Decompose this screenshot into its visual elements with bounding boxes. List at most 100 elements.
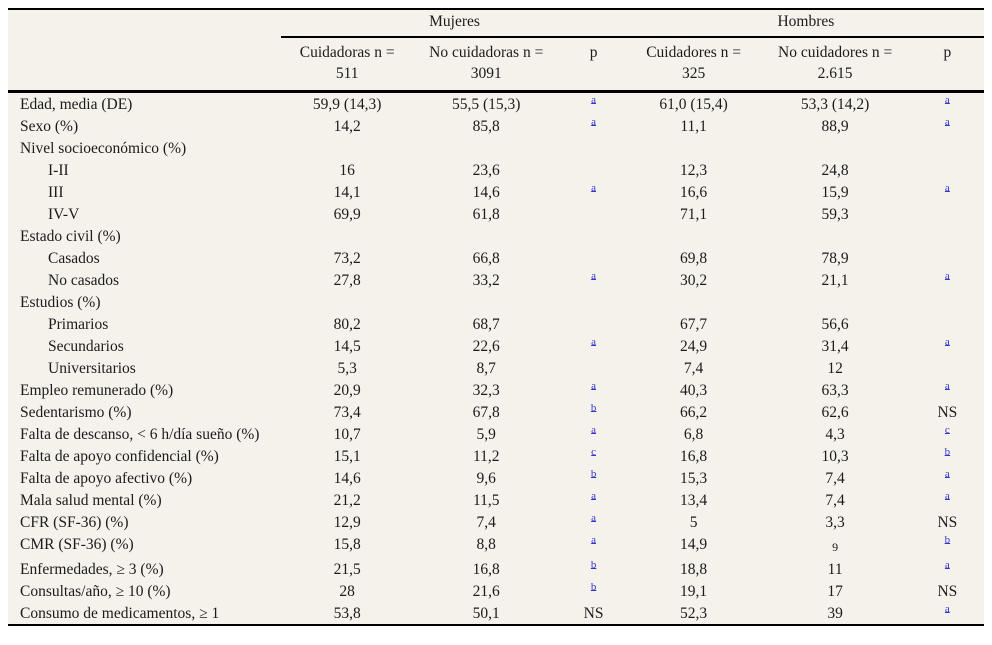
row-label: Nivel socioeconómico (%): [20, 139, 187, 157]
value-cell: 16: [339, 161, 355, 179]
row-label: Secundarios: [48, 337, 124, 355]
row-label: Primarios: [48, 315, 109, 333]
footnote-link-a[interactable]: a: [944, 181, 950, 194]
row-label: Consumo de medicamentos, ≥ 1: [20, 604, 220, 622]
value-cell: 52,3: [680, 604, 708, 622]
p-value-cell: [911, 247, 984, 269]
footnote-link-a[interactable]: a: [591, 489, 597, 502]
p-value-cell: [911, 291, 984, 313]
p-value-cell: a: [911, 602, 984, 625]
value-cell: 67,7: [680, 315, 708, 333]
column-header-label: No cuidadoras n =: [429, 44, 544, 61]
footnote-link-a[interactable]: a: [944, 93, 950, 106]
table-row: Enfermedades, ≥ 3 (%) 21,5 16,8 b 18,8 11 a: [8, 558, 984, 580]
table-row: I-II 16 23,6 12,3 24,8: [8, 159, 984, 181]
value-cell: 53,8: [333, 604, 361, 622]
row-label: Consultas/año, ≥ 10 (%): [20, 582, 171, 600]
p-value-cell: a: [559, 269, 627, 291]
p-value-cell: b: [911, 445, 984, 467]
column-header-cuidadoras: Cuidadoras n = 511: [281, 37, 414, 93]
table-row: Estudios (%): [8, 291, 984, 313]
footnote-link-b[interactable]: b: [590, 401, 597, 414]
table-row: Consultas/año, ≥ 10 (%) 28 21,6 b 19,1 17 NS: [8, 580, 984, 602]
footnote-link-b[interactable]: b: [944, 445, 951, 458]
column-header-cuidadores: Cuidadores n = 325: [627, 37, 760, 93]
table-row: IV-V 69,9 61,8 71,1 59,3: [8, 203, 984, 225]
footnote-link-a[interactable]: a: [944, 335, 950, 348]
p-value-cell: a: [559, 533, 627, 558]
footnote-link-a[interactable]: a: [944, 269, 950, 282]
value-cell: 14,9: [680, 535, 708, 553]
value-cell: 12,9: [333, 513, 361, 531]
column-header-n: 325: [681, 65, 706, 82]
column-header-p-hombres: p: [910, 37, 984, 93]
footnote-link-a[interactable]: a: [944, 467, 950, 480]
p-value-cell: a: [911, 92, 984, 116]
value-cell: [628, 137, 760, 159]
footnote-link-a[interactable]: a: [591, 269, 597, 282]
p-value-cell: a: [559, 423, 627, 445]
value-cell: [759, 137, 910, 159]
value-cell: 7,4: [825, 469, 845, 487]
table-row: Primarios 80,2 68,7 67,7 56,6: [8, 313, 984, 335]
value-cell: 71,1: [680, 205, 708, 223]
p-value-cell: c: [559, 445, 627, 467]
footnote-link-a[interactable]: a: [944, 602, 950, 615]
p-value-cell: a: [559, 379, 627, 401]
p-value-cell: b: [559, 558, 627, 580]
row-label: Falta de apoyo confidencial (%): [20, 447, 219, 465]
footnote-link-c[interactable]: c: [944, 423, 950, 436]
p-value-cell: a: [559, 489, 627, 511]
footnote-link-b[interactable]: b: [590, 558, 597, 571]
row-label: Falta de descanso, < 6 h/día sueño (%): [20, 425, 260, 443]
p-value-cell: [559, 203, 627, 225]
footnote-link-a[interactable]: a: [591, 115, 597, 128]
footnote-link-a[interactable]: a: [591, 93, 597, 106]
footnote-link-a[interactable]: a: [591, 379, 597, 392]
p-value-cell: a: [911, 558, 984, 580]
value-cell: 11,5: [472, 491, 500, 509]
footnote-link-a[interactable]: a: [591, 533, 597, 546]
p-value-cell: NS: [583, 604, 604, 622]
value-cell: 5,3: [337, 359, 357, 377]
footnote-link-a[interactable]: a: [591, 335, 597, 348]
p-value-cell: [911, 357, 984, 379]
footnote-link-a[interactable]: a: [944, 115, 950, 128]
footnote-link-b[interactable]: b: [944, 533, 951, 546]
value-cell: 3,3: [825, 513, 845, 531]
value-cell: 10,3: [821, 447, 849, 465]
value-cell: 69,9: [333, 205, 361, 223]
value-cell: 80,2: [333, 315, 361, 333]
p-value-cell: a: [559, 181, 627, 203]
p-value-cell: [911, 159, 984, 181]
p-value-cell: a: [911, 379, 984, 401]
footnote-link-a[interactable]: a: [591, 511, 597, 524]
value-cell: 5,9: [476, 425, 496, 443]
footnote-link-a[interactable]: a: [944, 379, 950, 392]
row-label: Estado civil (%): [20, 227, 121, 245]
group-header-row: Mujeres Hombres: [8, 9, 984, 38]
table-row: Falta de apoyo afectivo (%) 14,6 9,6 b 15,3 7…: [8, 467, 984, 489]
p-value-cell: a: [559, 115, 627, 137]
value-cell: 30,2: [680, 271, 708, 289]
value-cell: [413, 137, 559, 159]
footnote-link-a[interactable]: a: [591, 423, 597, 436]
footnote-link-b[interactable]: b: [590, 580, 597, 593]
footnote-link-a[interactable]: a: [591, 181, 597, 194]
footnote-link-b[interactable]: b: [590, 467, 597, 480]
row-label: CFR (SF-36) (%): [20, 513, 129, 531]
value-cell: 73,2: [333, 249, 361, 267]
table-row: Universitarios 5,3 8,7 7,4 12: [8, 357, 984, 379]
footnote-link-a[interactable]: a: [944, 558, 950, 571]
value-cell: 27,8: [333, 271, 361, 289]
p-value-cell: [559, 137, 627, 159]
value-cell: 10,7: [333, 425, 361, 443]
value-cell: 15,8: [333, 535, 361, 553]
value-cell: 21,6: [472, 582, 500, 600]
value-cell: 8,7: [476, 359, 496, 377]
footnote-link-c[interactable]: c: [591, 445, 597, 458]
row-label: Estudios (%): [20, 293, 101, 311]
footnote-link-a[interactable]: a: [944, 489, 950, 502]
value-cell: [628, 291, 760, 313]
row-label: Empleo remunerado (%): [20, 381, 174, 399]
